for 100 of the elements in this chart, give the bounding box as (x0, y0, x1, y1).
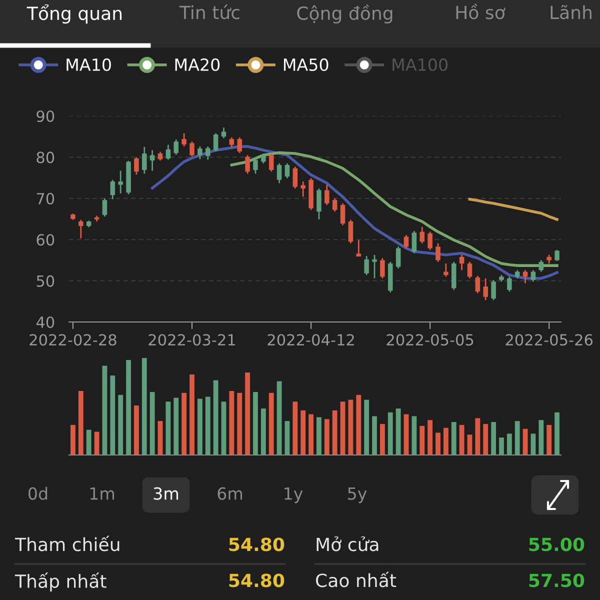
text: 54.80 (229, 574, 284, 588)
candlestick (340, 202, 346, 226)
candlestick (102, 198, 108, 218)
y-tick-label: 60 (36, 234, 54, 246)
bar (546, 424, 552, 455)
candlestick (475, 275, 480, 294)
bar (142, 358, 147, 455)
text: Cao nhất (316, 572, 396, 588)
bar (506, 434, 512, 455)
bar (102, 366, 108, 455)
candlestick (444, 262, 448, 278)
bar (237, 392, 242, 455)
text: Thấp nhất (14, 572, 106, 592)
bar (443, 428, 448, 455)
bar (253, 392, 258, 455)
candlestick (332, 198, 338, 212)
text: 1y (284, 487, 303, 504)
candlestick (396, 246, 401, 270)
candlestick (221, 126, 226, 139)
candlestick (436, 242, 440, 263)
x-tick-label: 2022-02-28 (30, 334, 116, 346)
bar (284, 421, 290, 455)
bar (126, 360, 131, 455)
text: 57.50 (529, 574, 584, 588)
candlestick (530, 269, 536, 282)
bar (190, 374, 194, 455)
bar (205, 396, 210, 455)
bar (491, 422, 496, 455)
text: Tin tức (179, 4, 240, 20)
candlestick (134, 156, 139, 176)
text: 1m (90, 487, 114, 500)
bar (229, 390, 234, 455)
candlestick (348, 219, 354, 244)
bar (276, 381, 282, 455)
candlestick (253, 156, 258, 174)
candlestick (554, 249, 560, 262)
text: 55.00 (529, 538, 584, 552)
bar (332, 410, 338, 455)
text: 54.80 (229, 538, 284, 552)
bar (499, 438, 504, 455)
candlestick (380, 257, 385, 280)
bar (467, 434, 472, 455)
bar (324, 419, 330, 455)
candlestick (356, 239, 362, 258)
text: Cộng đồng (297, 4, 392, 24)
bar (182, 392, 187, 455)
bar (134, 406, 139, 455)
bar (110, 375, 116, 455)
candlestick (198, 146, 202, 160)
bar (70, 424, 76, 455)
candlestick (292, 166, 298, 190)
text: Mở cửa (316, 536, 378, 552)
bar (213, 380, 218, 455)
text: 6m (218, 487, 242, 500)
bar (380, 424, 385, 455)
bar (300, 410, 306, 455)
bar (475, 418, 480, 455)
text: 5y (348, 487, 367, 504)
candlestick (166, 144, 171, 160)
bar (166, 402, 171, 455)
y-tick-label: 90 (36, 110, 54, 122)
candlestick (428, 231, 432, 251)
legend-label: MA20 (175, 58, 220, 71)
bar (150, 392, 155, 455)
candlestick (174, 138, 179, 156)
line-series (468, 198, 558, 221)
candlestick (412, 230, 417, 254)
bar (245, 372, 250, 455)
text: Tham chiếu (14, 536, 120, 552)
candlestick (538, 260, 544, 272)
candlestick (213, 132, 218, 152)
bar (396, 408, 401, 455)
bar (436, 432, 440, 455)
candlestick (284, 162, 290, 179)
candlestick (404, 234, 409, 249)
candlestick (491, 279, 496, 301)
bar (420, 426, 425, 455)
candlestick (507, 276, 512, 292)
y-tick-label: 40 (36, 316, 54, 328)
candlestick (237, 136, 242, 154)
bar (459, 424, 464, 455)
bar (308, 414, 314, 455)
candlestick (364, 255, 369, 276)
bar (554, 412, 560, 455)
bar (158, 421, 163, 455)
candlestick (276, 162, 282, 184)
bar (174, 398, 179, 455)
bar (316, 417, 322, 455)
candlestick (150, 150, 155, 172)
candlestick (300, 180, 306, 198)
candlestick (316, 188, 322, 220)
x-tick-label: 2022-05-05 (386, 334, 474, 346)
line-series (230, 151, 558, 267)
y-tick-label: 80 (36, 152, 54, 164)
bar (404, 414, 409, 455)
y-tick-label: 50 (36, 275, 54, 287)
bar (197, 398, 202, 455)
bar (522, 428, 528, 455)
bar (221, 402, 226, 455)
candlestick (245, 154, 250, 174)
